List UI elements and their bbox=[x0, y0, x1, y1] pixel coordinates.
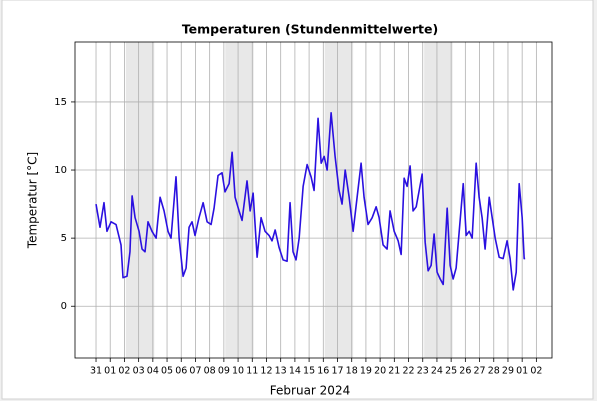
x-tick-label: 02 bbox=[530, 366, 542, 377]
x-tick-label: 25 bbox=[445, 366, 457, 377]
x-tick-label: 02 bbox=[118, 366, 130, 377]
x-tick-label: 31 bbox=[90, 366, 102, 377]
x-tick-label: 20 bbox=[374, 366, 386, 377]
y-axis-label: Temperatur [°C] bbox=[26, 152, 40, 249]
y-tick-label: 5 bbox=[61, 233, 67, 244]
x-tick-label: 28 bbox=[488, 366, 500, 377]
x-tick-label: 24 bbox=[431, 366, 443, 377]
x-tick-label: 17 bbox=[331, 366, 343, 377]
x-tick-label: 04 bbox=[147, 366, 159, 377]
x-tick-label: 10 bbox=[232, 366, 244, 377]
x-tick-label: 29 bbox=[502, 366, 514, 377]
x-tick-label: 03 bbox=[133, 366, 145, 377]
x-tick-label: 11 bbox=[246, 366, 258, 377]
x-tick-label: 18 bbox=[346, 366, 358, 377]
x-tick-label: 08 bbox=[204, 366, 216, 377]
x-tick-label: 12 bbox=[260, 366, 272, 377]
plot-area: 31 01 02 03 04 05 06 07 08 09 10 11 12 13 14 15 16 17 18 19… bbox=[54, 41, 553, 377]
x-tick-label: 23 bbox=[417, 366, 429, 377]
axes-frame bbox=[74, 41, 553, 359]
x-tick-label: 13 bbox=[275, 366, 287, 377]
x-tick-label: 19 bbox=[360, 366, 372, 377]
weekend-band bbox=[424, 42, 453, 358]
x-tick-label: 07 bbox=[189, 366, 201, 377]
x-tick-label: 15 bbox=[303, 366, 315, 377]
weekend-band bbox=[125, 42, 155, 358]
chart-title: Temperaturen (Stundenmittelwerte) bbox=[182, 22, 438, 37]
x-tick-label: 22 bbox=[402, 366, 414, 377]
x-tick-label: 01 bbox=[104, 366, 116, 377]
x-tick-label: 06 bbox=[175, 366, 187, 377]
x-tick-label: 26 bbox=[459, 366, 471, 377]
x-tick-label: 01 bbox=[516, 366, 528, 377]
y-tick-label: 0 bbox=[61, 301, 67, 312]
temperature-line bbox=[95, 112, 526, 291]
x-tick-label: 05 bbox=[161, 366, 173, 377]
x-tick-label: 09 bbox=[218, 366, 230, 377]
x-tick-label: 27 bbox=[474, 366, 486, 377]
x-tick-label: 14 bbox=[289, 366, 301, 377]
x-axis-label: Februar 2024 bbox=[270, 384, 350, 398]
weekend-band bbox=[324, 42, 354, 358]
x-tick-label: 16 bbox=[317, 366, 329, 377]
x-tick-label: 21 bbox=[388, 366, 400, 377]
y-tick-label: 15 bbox=[54, 97, 67, 108]
y-tick-label: 10 bbox=[54, 165, 67, 176]
